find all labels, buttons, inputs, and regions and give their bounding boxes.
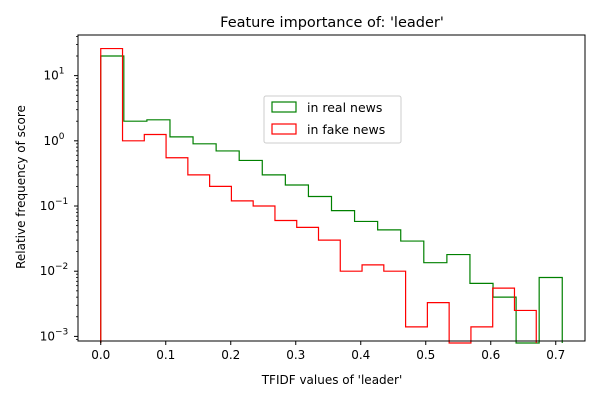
legend-label-real-news: in real news (307, 100, 382, 115)
histogram-bin-in-fake-news-8 (275, 220, 297, 341)
y-tick-base: 10 (40, 264, 55, 278)
plot-area (100, 47, 563, 344)
histogram-bin-in-real-news-15 (447, 255, 470, 341)
legend-swatch-real-news (271, 101, 297, 113)
series-outline-in-fake-news (100, 47, 537, 344)
histogram-bin-in-fake-news-9 (297, 227, 319, 341)
y-tick-exponent: 1 (59, 67, 65, 77)
histogram-bin-in-fake-news-17 (471, 327, 493, 341)
x-tick-label: 0.4 (351, 348, 370, 362)
histogram-bin-in-fake-news-2 (144, 135, 166, 341)
x-axis: 0.0 0.1 0.2 0.3 0.4 0.5 0.6 0.7 (91, 341, 565, 362)
y-tick-base: 10 (40, 329, 55, 343)
histogram-bin-in-fake-news-13 (384, 271, 406, 341)
histogram-bin-in-fake-news-19 (514, 310, 536, 341)
histogram-bin-in-fake-news-0 (101, 49, 123, 341)
series-outline-in-real-news (100, 55, 563, 344)
y-tick-label: 100 (43, 132, 64, 148)
x-tick-label: 0.5 (416, 348, 435, 362)
y-tick-label: 101 (43, 67, 64, 83)
x-tick-label: 0.0 (91, 348, 110, 362)
legend-label-fake-news: in fake news (307, 122, 385, 137)
y-tick-label: 10−3 (40, 327, 69, 343)
histogram-bin-in-fake-news-4 (188, 175, 210, 341)
y-tick-exponent: 0 (59, 132, 65, 142)
histogram-bin-in-fake-news-6 (231, 201, 253, 341)
legend: in real news in fake news (263, 95, 402, 144)
y-tick-exponent: −3 (55, 327, 68, 337)
x-axis-title: TFIDF values of 'leader' (261, 373, 403, 387)
histogram-bin-in-fake-news-11 (340, 271, 362, 341)
histogram-bin-in-fake-news-15 (427, 303, 449, 341)
histogram-bin-in-fake-news-10 (319, 240, 341, 341)
x-tick-label: 0.1 (156, 348, 175, 362)
histogram-bin-in-fake-news-12 (362, 265, 384, 341)
x-tick-label: 0.3 (286, 348, 305, 362)
legend-box (263, 95, 402, 144)
plot-frame (77, 34, 586, 342)
histogram-bin-in-fake-news-5 (210, 186, 232, 341)
x-tick-label: 0.6 (481, 348, 500, 362)
y-tick-base: 10 (40, 199, 55, 213)
y-tick-label: 10−2 (40, 262, 69, 278)
histogram-bin-in-real-news-19 (539, 278, 562, 341)
y-tick-base: 10 (43, 134, 58, 148)
y-tick-base: 10 (43, 69, 58, 83)
legend-swatch-fake-news (271, 123, 297, 135)
histogram-bin-in-fake-news-1 (123, 141, 145, 341)
chart-title: Feature importance of: 'leader' (220, 15, 444, 31)
histogram-bin-in-fake-news-7 (253, 206, 275, 341)
histogram-bin-in-fake-news-3 (166, 158, 188, 341)
y-tick-exponent: −2 (55, 262, 68, 272)
y-tick-exponent: −1 (55, 197, 68, 207)
x-tick-label: 0.7 (546, 348, 565, 362)
histogram-bin-in-fake-news-18 (493, 288, 515, 341)
y-tick-label: 10−1 (40, 197, 69, 213)
x-tick-label: 0.2 (221, 348, 240, 362)
histogram-bin-in-fake-news-14 (406, 327, 428, 341)
y-axis-title: Relative frequency of score (14, 105, 28, 269)
